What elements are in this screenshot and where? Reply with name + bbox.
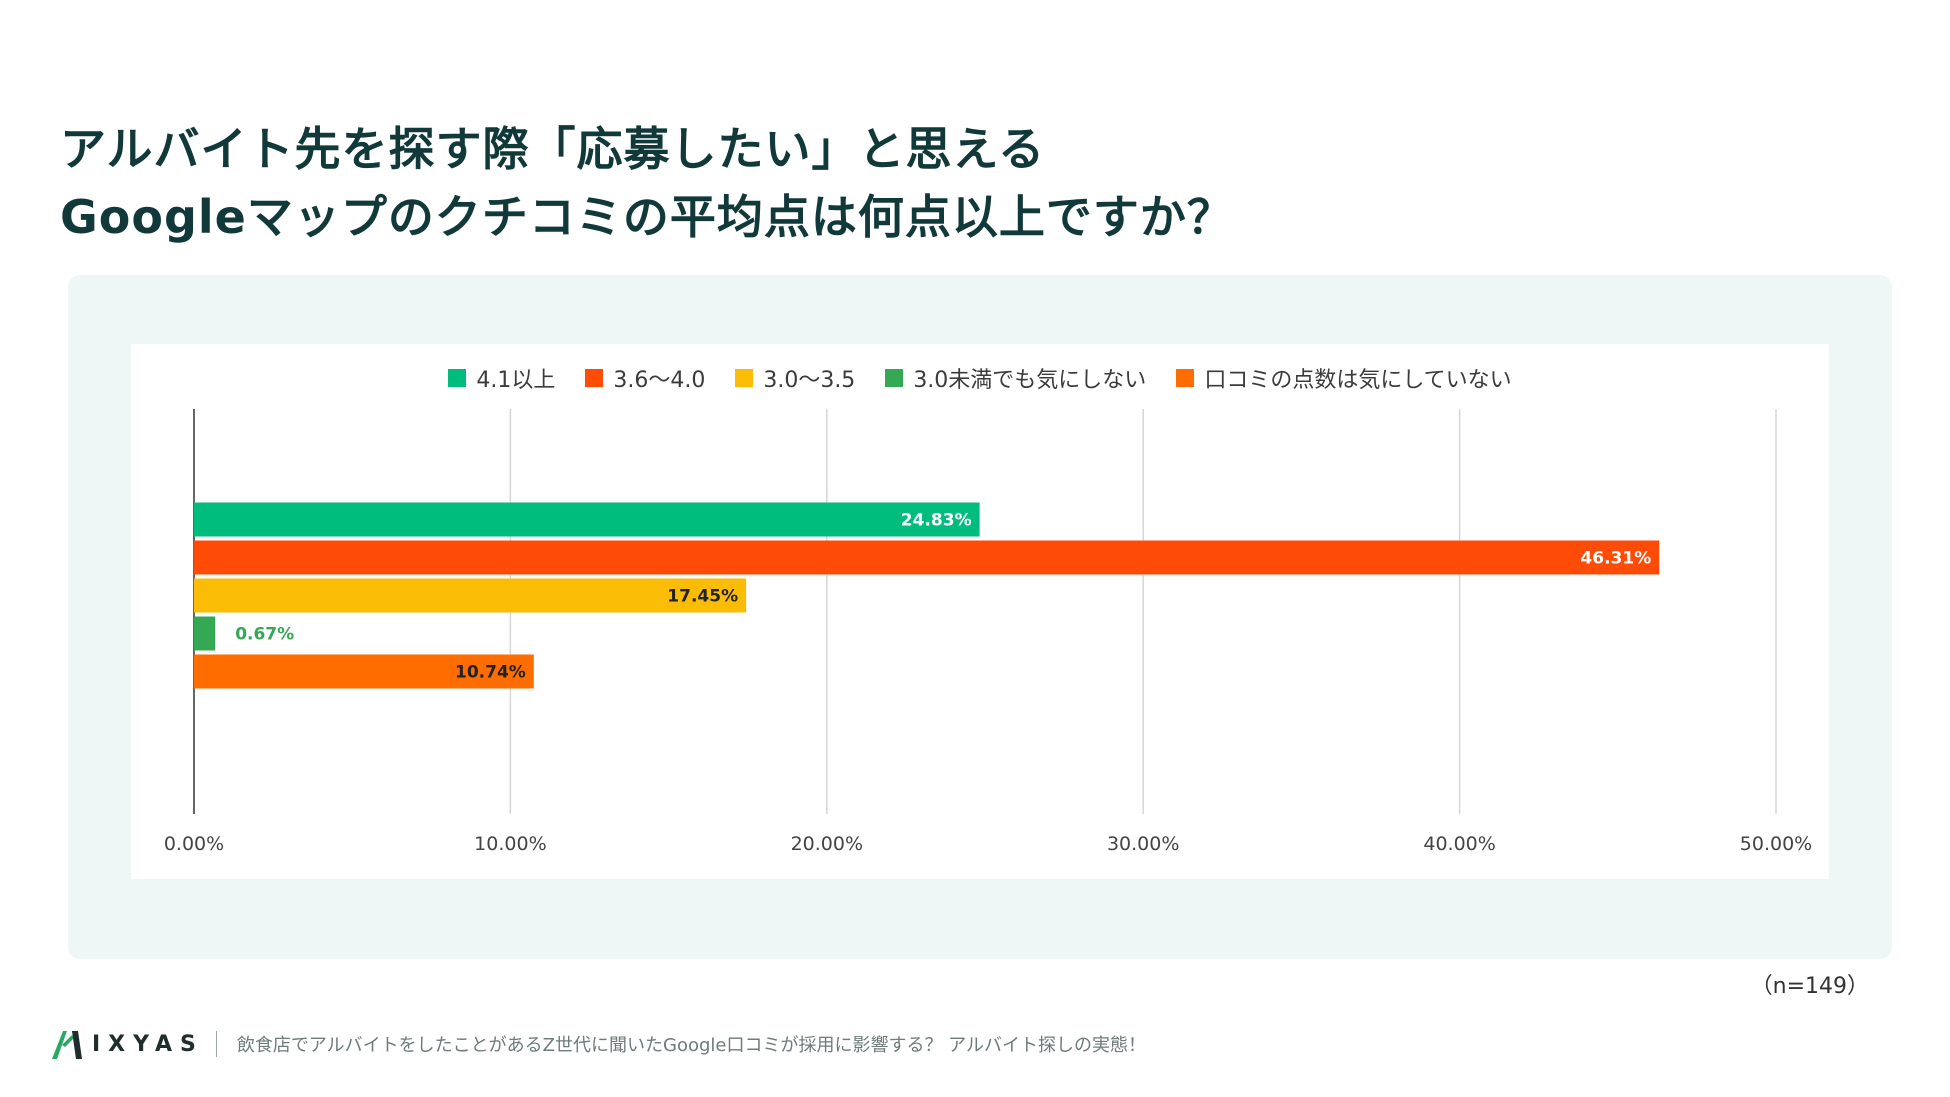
data-label-2: 46.31% — [1580, 549, 1651, 569]
legend-item-4: 3.0未満でも気にしない — [885, 362, 1146, 394]
legend-label-1: 4.1以上 — [476, 368, 556, 393]
data-label-5: 10.74% — [455, 663, 526, 683]
legend-label-2: 3.6〜4.0 — [613, 368, 706, 393]
data-label-4: 0.67% — [235, 625, 294, 645]
footer-divider — [215, 1031, 217, 1057]
bar-1 — [194, 502, 980, 537]
bar-chart: 0.00% 10.00% 20.00% 30.00% 40.00% 50.00% 24.83… — [164, 409, 1812, 855]
title-line-2: Googleマップのクチコミの平均点は何点以上ですか？ — [60, 190, 1234, 244]
legend-swatch-1 — [448, 369, 467, 387]
x-tick-label-4: 40.00% — [1423, 833, 1495, 855]
x-tick-label-3: 30.00% — [1107, 833, 1179, 855]
legend-label-5: 口コミの点数は気にしていない — [1204, 368, 1512, 393]
legend-label-4: 3.0未満でも気にしない — [913, 368, 1147, 393]
legend-item-5: 口コミの点数は気にしていない — [1176, 362, 1512, 394]
sample-size-note: （n=149） — [1750, 974, 1869, 999]
legend-item-3: 3.0〜3.5 — [735, 362, 855, 394]
data-label-3: 17.45% — [667, 587, 738, 607]
logo-text: IXYAS — [92, 1031, 204, 1057]
bar-3 — [194, 578, 747, 613]
legend-item-2: 3.6〜4.0 — [585, 362, 705, 394]
bar-4 — [194, 616, 216, 651]
chart-legend: 4.1以上 3.6〜4.0 3.0〜3.5 3.0未満でも気にしない 口コミの点数は気に… — [131, 362, 1829, 394]
legend-item-1: 4.1以上 — [448, 362, 555, 394]
bar-2 — [194, 540, 1660, 575]
title-line-1: アルバイト先を探す際「応募したい」と思える — [60, 122, 1046, 176]
page-title: アルバイト先を探す際「応募したい」と思える Googleマップのクチコミの平均点… — [60, 115, 1234, 251]
logo-mark-icon — [52, 1031, 82, 1059]
legend-label-3: 3.0〜3.5 — [763, 368, 856, 393]
bar-5 — [194, 654, 534, 689]
x-tick-label-2: 20.00% — [791, 833, 863, 855]
data-label-1: 24.83% — [901, 511, 972, 531]
legend-swatch-4 — [885, 369, 904, 387]
ixyas-logo: IXYAS — [50, 1027, 204, 1061]
chart-card: 0.00% 10.00% 20.00% 30.00% 40.00% 50.00% 24.83… — [131, 344, 1829, 879]
footer-caption: 飲食店でアルバイトをしたことがあるZ世代に聞いたGoogle口コミが採用に影響す… — [236, 1035, 1147, 1056]
x-tick-label-1: 10.00% — [474, 833, 546, 855]
footer: IXYAS 飲食店でアルバイトをしたことがあるZ世代に聞いたGoogle口コミが… — [50, 1027, 1146, 1061]
legend-swatch-2 — [585, 369, 604, 387]
x-tick-label-0: 0.00% — [164, 833, 224, 855]
x-tick-label-5: 50.00% — [1740, 833, 1812, 855]
legend-swatch-3 — [735, 369, 754, 387]
legend-swatch-5 — [1176, 369, 1195, 387]
